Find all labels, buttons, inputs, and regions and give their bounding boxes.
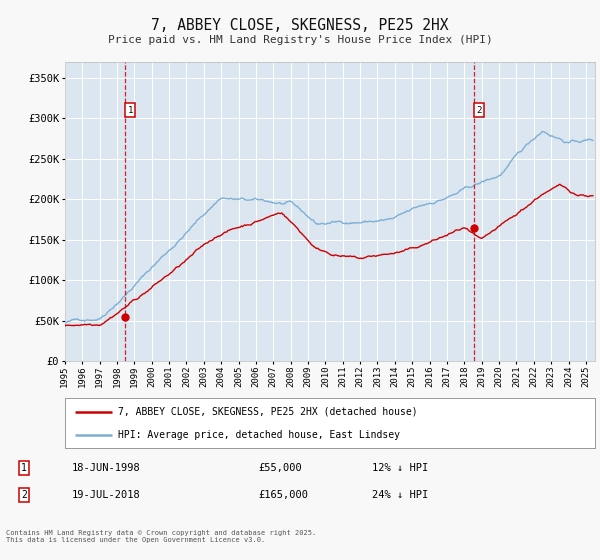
Text: 19-JUL-2018: 19-JUL-2018 xyxy=(72,490,141,500)
Text: Price paid vs. HM Land Registry's House Price Index (HPI): Price paid vs. HM Land Registry's House … xyxy=(107,35,493,45)
Text: 18-JUN-1998: 18-JUN-1998 xyxy=(72,463,141,473)
Text: 1: 1 xyxy=(21,463,27,473)
Text: Contains HM Land Registry data © Crown copyright and database right 2025.
This d: Contains HM Land Registry data © Crown c… xyxy=(6,530,316,543)
Text: 7, ABBEY CLOSE, SKEGNESS, PE25 2HX: 7, ABBEY CLOSE, SKEGNESS, PE25 2HX xyxy=(151,18,449,33)
Text: £55,000: £55,000 xyxy=(258,463,302,473)
Text: £165,000: £165,000 xyxy=(258,490,308,500)
Text: HPI: Average price, detached house, East Lindsey: HPI: Average price, detached house, East… xyxy=(118,431,400,440)
Text: 2: 2 xyxy=(476,106,482,115)
Text: 24% ↓ HPI: 24% ↓ HPI xyxy=(372,490,428,500)
Text: 7, ABBEY CLOSE, SKEGNESS, PE25 2HX (detached house): 7, ABBEY CLOSE, SKEGNESS, PE25 2HX (deta… xyxy=(118,407,418,417)
Text: 2: 2 xyxy=(21,490,27,500)
Text: 1: 1 xyxy=(128,106,133,115)
Text: 12% ↓ HPI: 12% ↓ HPI xyxy=(372,463,428,473)
